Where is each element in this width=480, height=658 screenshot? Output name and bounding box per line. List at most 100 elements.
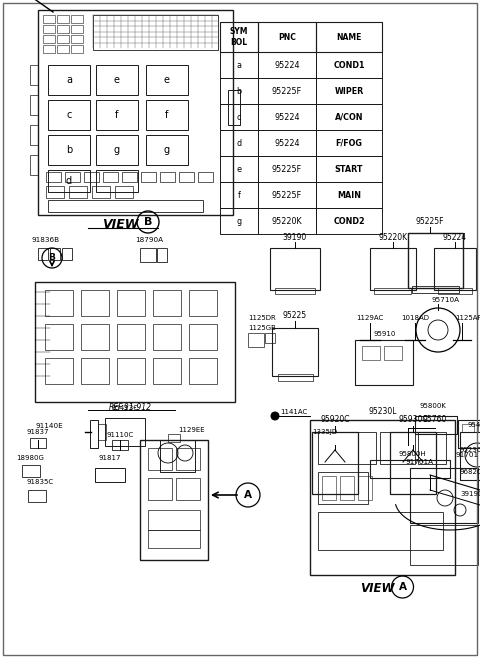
Text: A/CON: A/CON bbox=[335, 113, 363, 122]
Bar bbox=[272, 328, 318, 376]
Text: 95225F: 95225F bbox=[415, 218, 444, 226]
Bar bbox=[48, 100, 90, 130]
Bar bbox=[220, 208, 258, 234]
Bar bbox=[370, 248, 416, 290]
Text: e: e bbox=[237, 164, 241, 174]
Bar bbox=[460, 432, 480, 480]
Bar bbox=[160, 440, 195, 472]
Text: REF.91-912: REF.91-912 bbox=[108, 403, 152, 413]
Bar bbox=[93, 15, 218, 50]
Bar bbox=[57, 35, 69, 43]
Bar bbox=[220, 22, 258, 52]
Bar bbox=[408, 233, 463, 288]
Text: 1335JD: 1335JD bbox=[312, 429, 337, 435]
Text: e: e bbox=[114, 75, 120, 85]
Bar bbox=[65, 172, 80, 182]
Bar bbox=[258, 156, 316, 182]
Bar bbox=[95, 468, 125, 482]
Text: c: c bbox=[237, 113, 241, 122]
Bar bbox=[45, 358, 73, 384]
Bar bbox=[438, 288, 472, 294]
Bar bbox=[370, 460, 450, 478]
Bar bbox=[358, 476, 372, 500]
Text: SYM
BOL: SYM BOL bbox=[230, 27, 248, 47]
Bar bbox=[316, 208, 382, 234]
Bar bbox=[462, 424, 474, 432]
Text: 91837: 91837 bbox=[27, 429, 49, 435]
Bar bbox=[316, 78, 382, 104]
Text: WIPER: WIPER bbox=[335, 86, 364, 95]
Bar bbox=[112, 440, 128, 450]
Bar bbox=[148, 510, 200, 530]
Bar bbox=[390, 432, 436, 494]
Bar bbox=[384, 346, 402, 360]
Bar bbox=[258, 22, 316, 52]
Text: g: g bbox=[164, 145, 170, 155]
Text: 95710A: 95710A bbox=[432, 297, 460, 303]
Bar bbox=[105, 418, 145, 446]
Bar bbox=[148, 448, 172, 470]
Bar bbox=[43, 45, 55, 53]
Text: 1141AC: 1141AC bbox=[280, 409, 307, 415]
Text: F/FOG: F/FOG bbox=[336, 138, 362, 147]
Bar bbox=[45, 290, 73, 316]
Text: B: B bbox=[144, 217, 152, 227]
Bar bbox=[90, 420, 98, 448]
Bar bbox=[322, 476, 336, 500]
Bar bbox=[278, 374, 313, 381]
Bar bbox=[220, 52, 258, 78]
Bar bbox=[117, 358, 145, 384]
Bar bbox=[220, 78, 258, 104]
Bar bbox=[38, 10, 233, 215]
Bar bbox=[30, 95, 38, 115]
Text: 95413C: 95413C bbox=[111, 405, 139, 411]
Text: 95413A: 95413A bbox=[467, 422, 480, 428]
Bar bbox=[22, 465, 40, 477]
Text: g: g bbox=[237, 216, 241, 226]
Bar bbox=[146, 135, 188, 165]
Text: f: f bbox=[165, 110, 168, 120]
Text: f: f bbox=[238, 191, 240, 199]
Text: 95930C: 95930C bbox=[398, 415, 428, 424]
Bar bbox=[220, 182, 258, 208]
Bar bbox=[153, 358, 181, 384]
Bar bbox=[30, 438, 46, 448]
Text: 18790A: 18790A bbox=[135, 237, 163, 243]
Text: 95800K: 95800K bbox=[420, 403, 447, 409]
Bar bbox=[362, 346, 380, 360]
Text: 95225F: 95225F bbox=[272, 191, 302, 199]
Circle shape bbox=[271, 412, 279, 420]
Bar bbox=[220, 104, 258, 130]
Bar bbox=[248, 333, 264, 347]
Bar bbox=[46, 172, 61, 182]
Bar bbox=[43, 35, 55, 43]
Bar bbox=[355, 340, 413, 385]
Bar bbox=[275, 288, 315, 294]
Text: 95224: 95224 bbox=[274, 61, 300, 70]
Text: 95225F: 95225F bbox=[272, 164, 302, 174]
Bar bbox=[478, 424, 480, 432]
Bar bbox=[84, 172, 99, 182]
Bar bbox=[35, 282, 235, 402]
Bar bbox=[117, 324, 145, 350]
Text: g: g bbox=[114, 145, 120, 155]
Bar bbox=[198, 172, 213, 182]
Bar bbox=[316, 130, 382, 156]
Text: 95760: 95760 bbox=[423, 415, 447, 424]
Bar bbox=[176, 478, 200, 500]
Bar bbox=[258, 104, 316, 130]
Bar bbox=[81, 324, 109, 350]
Bar bbox=[57, 45, 69, 53]
Bar bbox=[117, 290, 145, 316]
Bar bbox=[374, 288, 411, 294]
Bar bbox=[160, 172, 175, 182]
Bar bbox=[69, 186, 87, 198]
Bar bbox=[57, 15, 69, 23]
Bar bbox=[103, 172, 118, 182]
Bar bbox=[258, 52, 316, 78]
Text: 1129AC: 1129AC bbox=[356, 315, 384, 321]
Bar bbox=[312, 432, 358, 494]
Text: MAIN: MAIN bbox=[337, 191, 361, 199]
Bar bbox=[71, 25, 83, 33]
Text: 95220K: 95220K bbox=[272, 216, 302, 226]
